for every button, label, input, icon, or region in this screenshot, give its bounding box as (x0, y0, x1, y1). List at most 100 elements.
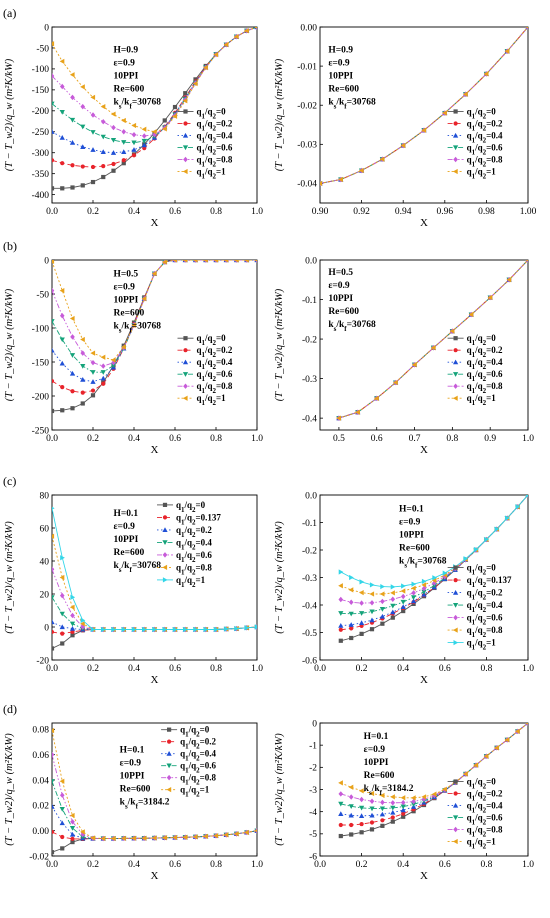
y-tick-label: 0.02 (32, 802, 49, 812)
series-line (52, 260, 257, 361)
y-tick-label: -150 (32, 358, 50, 368)
data-point (101, 174, 106, 180)
x-tick-label: 0.4 (128, 434, 140, 444)
data-point (69, 140, 76, 145)
legend-entry: q1/q2=0.8 (467, 825, 503, 839)
data-point (515, 504, 521, 510)
y-tick-label: -0.2 (302, 335, 317, 345)
parameter-label: H=0.9 (114, 46, 139, 56)
data-point (203, 626, 209, 633)
parameter-label: Re=600 (328, 307, 359, 317)
legend-entry: q1/q2=0.8 (467, 625, 503, 639)
legend-entry: q1/q2=0.2 (467, 345, 503, 359)
data-point (59, 287, 65, 294)
data-point (52, 260, 55, 264)
legend-marker (183, 348, 188, 353)
y-axis-label: (T − T_w2)/q_w (m²K/kW) (4, 521, 15, 634)
data-point (100, 363, 106, 369)
legend-marker (453, 565, 458, 570)
legend-marker (452, 132, 459, 138)
data-point (525, 495, 528, 498)
x-tick-label: 1.0 (251, 664, 263, 674)
legend-marker (162, 502, 168, 507)
data-point (142, 626, 147, 633)
legend-entry: q1/q2=0.2 (467, 789, 503, 803)
legend-entry: q1/q2=1 (467, 393, 497, 407)
y-tick-label: -250 (32, 426, 50, 436)
data-point (442, 786, 447, 792)
legend-entry: q1/q2=0.4 (467, 600, 503, 614)
y-tick-label: 0.04 (32, 776, 49, 786)
data-point (338, 791, 344, 797)
legend-entry: q1/q2=0.4 (197, 357, 233, 371)
y-tick-label: -6 (309, 852, 317, 862)
x-tick-label: 0.6 (169, 434, 181, 444)
data-point (349, 635, 354, 641)
y-tick-label: -0.02 (297, 102, 317, 112)
data-point (244, 260, 249, 263)
data-point (449, 328, 455, 334)
data-point (400, 588, 406, 594)
data-point (52, 41, 55, 47)
data-point (213, 833, 219, 839)
x-axis-label: X (151, 444, 159, 456)
legend-marker (182, 359, 189, 365)
data-point (90, 370, 96, 375)
legend-entry: q1/q2=0 (180, 725, 210, 739)
data-point (410, 795, 416, 801)
data-point (131, 131, 137, 138)
legend-entry: q1/q2=1 (176, 575, 206, 589)
data-point (379, 156, 385, 162)
data-point (121, 117, 126, 124)
x-tick-label: 1.0 (522, 664, 534, 674)
data-point (338, 780, 343, 786)
legend-entry: q1/q2=0.6 (197, 142, 233, 156)
x-tick-label: 0.90 (312, 207, 329, 217)
chart-c-left: 0.0 0.2 0.4 0.6 0.8 1.0 -20 0 20 40 60 80 X (T − T_w2… (4, 491, 263, 686)
data-point (52, 779, 55, 784)
data-point (60, 161, 65, 166)
y-tick-label: -3 (309, 786, 317, 796)
data-point (421, 578, 427, 584)
data-point (380, 818, 385, 823)
plot-frame (319, 259, 529, 431)
legend-entry: q1/q2=0.2 (467, 118, 503, 132)
data-point (506, 277, 512, 283)
data-point (483, 71, 489, 77)
data-point (59, 58, 65, 64)
x-tick-label: 0.8 (210, 434, 222, 444)
data-point (59, 592, 65, 599)
parameter-label: H=0.1 (399, 504, 424, 514)
x-tick-label: 1.0 (251, 434, 263, 444)
series-line (338, 260, 528, 419)
legend-marker (452, 603, 459, 608)
data-point (338, 638, 343, 643)
data-point (254, 829, 257, 833)
data-point (390, 603, 396, 609)
legend-marker (162, 515, 168, 520)
data-point (80, 84, 85, 90)
data-point (338, 623, 344, 628)
data-point (380, 823, 385, 828)
legend-marker (453, 156, 458, 163)
data-point (70, 629, 75, 635)
parameter-label: 10PPI (328, 72, 353, 82)
legend-entry: q1/q2=0.137 (176, 512, 221, 526)
data-point (430, 345, 436, 351)
parameter-label: 10PPI (114, 72, 139, 82)
x-tick-label: 1.0 (251, 207, 263, 217)
legend-marker (453, 109, 458, 114)
x-axis-label: X (420, 444, 428, 456)
plot-frame (51, 494, 258, 661)
data-point (338, 596, 344, 603)
data-point (355, 409, 360, 415)
x-tick-label: 0.4 (397, 664, 409, 674)
data-point (494, 526, 500, 532)
legend-entry: q1/q2=0.2 (180, 737, 216, 751)
y-tick-label: -5 (309, 830, 317, 840)
data-point (483, 753, 489, 759)
data-point (223, 832, 229, 838)
x-tick-label: 1.0 (522, 860, 534, 870)
series-line (52, 27, 257, 133)
data-point (90, 179, 96, 185)
